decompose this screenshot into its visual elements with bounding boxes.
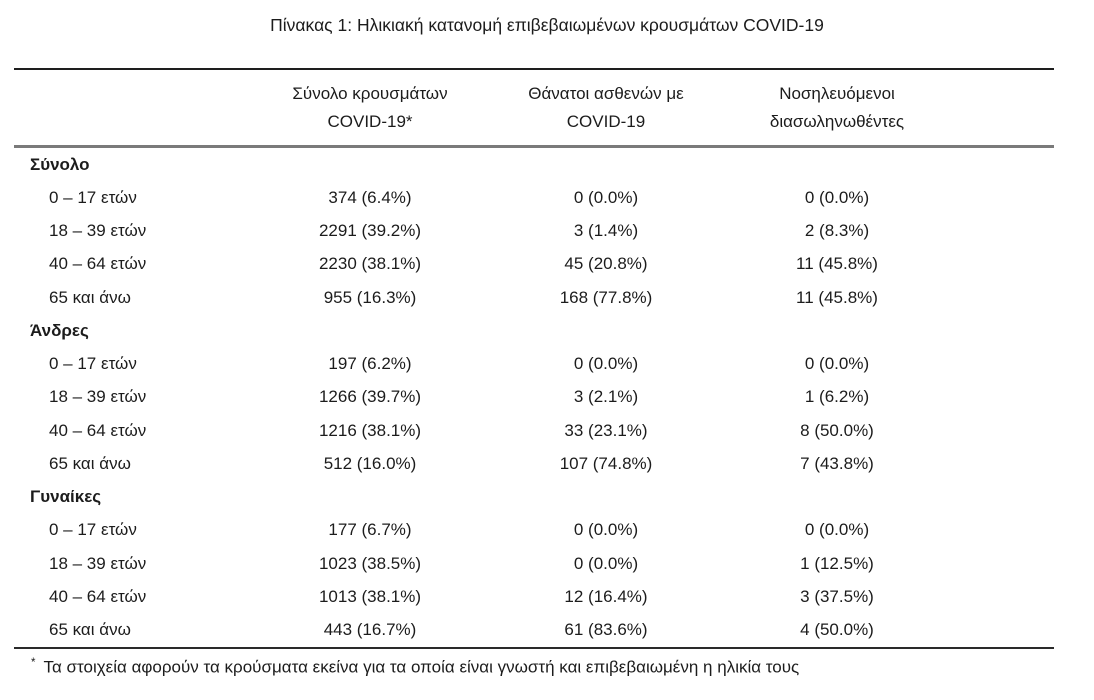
- table-row: 0 – 17 ετών 177 (6.7%) 0 (0.0%) 0 (0.0%): [14, 514, 1054, 547]
- cell-deaths: 168 (77.8%): [559, 287, 653, 307]
- cell-deaths: 12 (16.4%): [564, 586, 648, 606]
- cell-total-cases: 374 (6.4%): [328, 187, 412, 207]
- cell-age-group: 65 και άνω: [49, 453, 131, 473]
- column-header-line: COVID-19*: [327, 111, 413, 131]
- table-row: 65 και άνω 955 (16.3%) 168 (77.8%) 11 (4…: [14, 281, 1054, 314]
- cell-age-group: 65 και άνω: [49, 620, 131, 640]
- cell-total-cases: 443 (16.7%): [323, 620, 417, 640]
- page-title: Πίνακας 1: Ηλικιακή κατανομή επιβεβαιωμέ…: [270, 15, 824, 35]
- cell-total-cases: 1266 (39.7%): [318, 387, 422, 407]
- cell-deaths: 33 (23.1%): [564, 420, 648, 440]
- cell-intubated: 1 (12.5%): [800, 553, 874, 573]
- column-header-total-cases: Σύνολο κρουσμάτων COVID-19*: [254, 69, 486, 148]
- table-row: 40 – 64 ετών 2230 (38.1%) 45 (20.8%) 11 …: [14, 248, 1054, 281]
- section-label: Γυναίκες: [30, 487, 102, 507]
- table-row: 18 – 39 ετών 1023 (38.5%) 0 (0.0%) 1 (12…: [14, 547, 1054, 580]
- section-label: Άνδρες: [30, 320, 89, 340]
- table-row: 40 – 64 ετών 1013 (38.1%) 12 (16.4%) 3 (…: [14, 580, 1054, 613]
- table-row: 18 – 39 ετών 2291 (39.2%) 3 (1.4%) 2 (8.…: [14, 215, 1054, 248]
- cell-intubated: 7 (43.8%): [800, 453, 874, 473]
- column-header-line: Σύνολο κρουσμάτων: [292, 83, 448, 103]
- cell-deaths: 0 (0.0%): [573, 520, 639, 540]
- cell-total-cases: 2230 (38.1%): [318, 254, 422, 274]
- section-row-women: Γυναίκες: [14, 481, 1054, 514]
- column-header-intubated: Νοσηλευόμενοι διασωληνωθέντες: [726, 69, 948, 148]
- cell-total-cases: 955 (16.3%): [323, 287, 417, 307]
- cell-total-cases: 1013 (38.1%): [318, 586, 422, 606]
- cell-intubated: 2 (8.3%): [804, 221, 870, 241]
- column-header-line: Νοσηλευόμενοι: [779, 83, 895, 103]
- covid-age-table: Σύνολο κρουσμάτων COVID-19* Θάνατοι ασθε…: [14, 68, 1054, 649]
- table-row: 40 – 64 ετών 1216 (38.1%) 33 (23.1%) 8 (…: [14, 414, 1054, 447]
- cell-age-group: 40 – 64 ετών: [49, 586, 147, 606]
- cell-deaths: 107 (74.8%): [559, 453, 653, 473]
- column-header-deaths: Θάνατοι ασθενών με COVID-19: [486, 69, 726, 148]
- cell-deaths: 0 (0.0%): [573, 187, 639, 207]
- cell-intubated: 0 (0.0%): [804, 187, 870, 207]
- cell-total-cases: 177 (6.7%): [328, 520, 412, 540]
- cell-age-group: 0 – 17 ετών: [49, 354, 137, 374]
- cell-deaths: 3 (2.1%): [573, 387, 639, 407]
- cell-deaths: 0 (0.0%): [573, 553, 639, 573]
- cell-age-group: 18 – 39 ετών: [49, 387, 147, 407]
- footnote-text: Τα στοιχεία αφορούν τα κρούσματα εκείνα …: [43, 657, 800, 677]
- cell-deaths: 61 (83.6%): [564, 620, 648, 640]
- table-row: 18 – 39 ετών 1266 (39.7%) 3 (2.1%) 1 (6.…: [14, 381, 1054, 414]
- table-row: 0 – 17 ετών 197 (6.2%) 0 (0.0%) 0 (0.0%): [14, 348, 1054, 381]
- cell-total-cases: 2291 (39.2%): [318, 221, 422, 241]
- cell-intubated: 0 (0.0%): [804, 520, 870, 540]
- cell-intubated: 11 (45.8%): [796, 287, 878, 307]
- cell-total-cases: 512 (16.0%): [323, 453, 417, 473]
- cell-intubated: 1 (6.2%): [804, 387, 870, 407]
- cell-age-group: 18 – 39 ετών: [49, 221, 147, 241]
- cell-total-cases: 1216 (38.1%): [318, 420, 422, 440]
- cell-age-group: 0 – 17 ετών: [49, 187, 137, 207]
- footnote: * Τα στοιχεία αφορούν τα κρούσματα εκείνα…: [31, 651, 799, 680]
- cell-intubated: 4 (50.0%): [800, 620, 874, 640]
- table-row: 0 – 17 ετών 374 (6.4%) 0 (0.0%) 0 (0.0%): [14, 181, 1054, 214]
- section-label: Σύνολο: [30, 154, 90, 174]
- cell-total-cases: 197 (6.2%): [328, 354, 412, 374]
- cell-deaths: 3 (1.4%): [573, 221, 639, 241]
- section-row-men: Άνδρες: [14, 314, 1054, 347]
- cell-age-group: 40 – 64 ετών: [49, 254, 147, 274]
- footnote-marker: *: [31, 657, 36, 669]
- section-row-total: Σύνολο: [14, 147, 1054, 182]
- column-header-line: Θάνατοι ασθενών με: [528, 83, 684, 103]
- column-header-line: COVID-19: [566, 111, 646, 131]
- cell-age-group: 0 – 17 ετών: [49, 520, 137, 540]
- column-header-filler: [948, 69, 1054, 148]
- table-row: 65 και άνω 512 (16.0%) 107 (74.8%) 7 (43…: [14, 447, 1054, 480]
- cell-intubated: 11 (45.8%): [796, 254, 878, 274]
- cell-age-group: 18 – 39 ετών: [49, 553, 147, 573]
- header-row: Σύνολο κρουσμάτων COVID-19* Θάνατοι ασθε…: [14, 69, 1054, 148]
- column-header-line: διασωληνωθέντες: [769, 111, 905, 131]
- table-row: 65 και άνω 443 (16.7%) 61 (83.6%) 4 (50.…: [14, 614, 1054, 648]
- cell-deaths: 0 (0.0%): [573, 354, 639, 374]
- cell-deaths: 45 (20.8%): [564, 254, 648, 274]
- cell-age-group: 40 – 64 ετών: [49, 420, 147, 440]
- cell-intubated: 0 (0.0%): [804, 354, 870, 374]
- column-header-age-empty: [14, 69, 254, 148]
- cell-intubated: 3 (37.5%): [800, 586, 874, 606]
- cell-intubated: 8 (50.0%): [800, 420, 874, 440]
- cell-total-cases: 1023 (38.5%): [318, 553, 422, 573]
- cell-age-group: 65 και άνω: [49, 287, 131, 307]
